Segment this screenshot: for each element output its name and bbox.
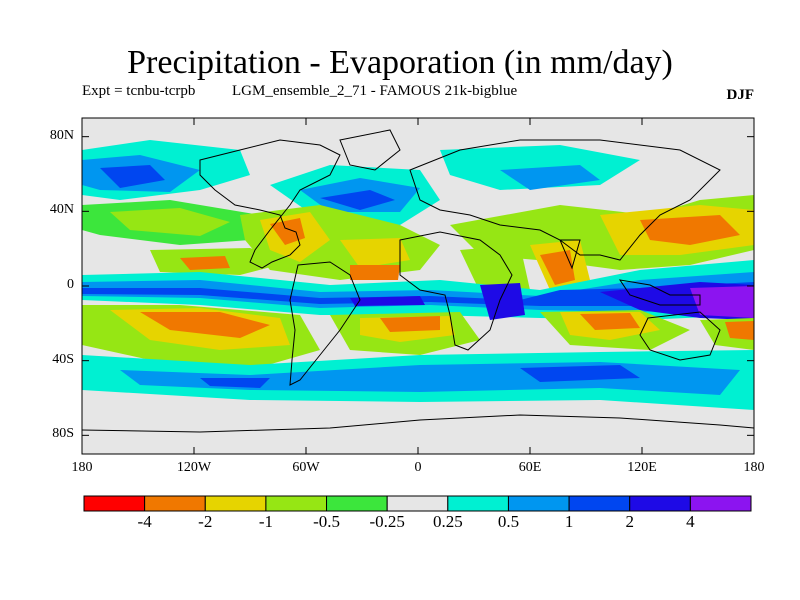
lat-tick-label: 40N <box>49 202 74 218</box>
colorbar-label: 0.25 <box>432 512 463 531</box>
lat-tick-label: 80N <box>49 127 74 143</box>
field-ep-dry <box>180 256 230 270</box>
field-na-dry-core <box>270 218 305 245</box>
coast-antarctica <box>82 414 754 433</box>
lon-tick-label: 0 <box>414 460 422 475</box>
field-wp-dry-core <box>640 215 740 245</box>
field-sa-dry-core <box>380 316 440 332</box>
page-title: Precipitation - Evaporation (in mm/day) <box>127 44 673 81</box>
colorbar-swatch <box>447 495 509 512</box>
precip-field <box>82 118 754 454</box>
coast-indonesia <box>618 279 701 306</box>
colorbar-swatch <box>265 495 328 512</box>
coast-africa <box>399 231 513 351</box>
colorbar-swatch <box>689 495 752 512</box>
field-east-africa-green <box>460 245 530 292</box>
lon-tick-label: 180 <box>743 460 765 475</box>
lon-tick-label: 60W <box>292 460 320 475</box>
colorbar-swatch <box>204 495 267 512</box>
field-north-pacific-core <box>100 165 165 188</box>
field-equatorial-strong <box>82 282 754 306</box>
lat-tick-label: 40S <box>52 351 74 367</box>
field-sp-dry-core <box>140 312 270 338</box>
field-si-dry-core <box>580 313 640 330</box>
colorbar-swatch <box>386 495 449 512</box>
coast-eurasia <box>409 139 721 261</box>
colorbar-swatch <box>568 495 631 512</box>
season-label: DJF <box>726 87 755 103</box>
coastlines <box>82 129 754 433</box>
colorbar-label: 4 <box>686 512 695 531</box>
field-so-pacific <box>200 378 270 388</box>
colorbar-label: 2 <box>625 512 634 531</box>
field-wp-extreme <box>690 286 754 318</box>
coast-india <box>559 239 581 270</box>
colorbar-swatch <box>144 495 206 512</box>
lon-tick-label: 120W <box>176 460 212 475</box>
field-africa-core <box>480 283 525 320</box>
lon-tick-label: 60E <box>518 460 542 475</box>
field-atlantic-core <box>320 190 395 210</box>
coast-greenland <box>339 129 401 171</box>
axis-ticks <box>81 118 755 454</box>
colorbar-swatch <box>507 495 570 512</box>
colorbar-label: -0.5 <box>313 512 340 531</box>
field-atl-core <box>350 296 425 306</box>
coast-south-america <box>289 261 361 386</box>
colorbar-swatch <box>83 495 146 512</box>
lat-tick-label: 0 <box>67 277 74 292</box>
lon-tick-label: 120E <box>627 460 657 475</box>
lat-tick-label: 80S <box>52 426 74 442</box>
colorbar-label: -0.25 <box>369 512 405 531</box>
lon-tick-label: 180 <box>71 460 93 475</box>
field-io-dry-core <box>540 250 575 285</box>
colorbar-label: 1 <box>564 512 574 531</box>
colorbar-label: -4 <box>137 512 152 531</box>
field-np-subtropical-2 <box>110 208 230 236</box>
field-so-strong <box>520 365 640 382</box>
field-aus-east-dry <box>725 321 754 340</box>
field-na-east <box>340 238 410 268</box>
ensemble-label: LGM_ensemble_2_71 - FAMOUS 21k-bigblue <box>232 83 518 99</box>
coast-australia <box>639 311 721 361</box>
coast-north-america <box>199 139 341 269</box>
colorbar-label: -2 <box>198 512 213 531</box>
colorbar-label: -1 <box>258 512 273 531</box>
experiment-label: Expt = tcnbu-tcrpb <box>82 83 196 99</box>
colorbar-label: 0.5 <box>497 512 520 531</box>
field-eurasia-band <box>500 165 600 190</box>
colorbar-swatch <box>326 495 388 512</box>
colorbar-swatch <box>629 495 691 512</box>
field-na-east-core <box>350 265 400 280</box>
